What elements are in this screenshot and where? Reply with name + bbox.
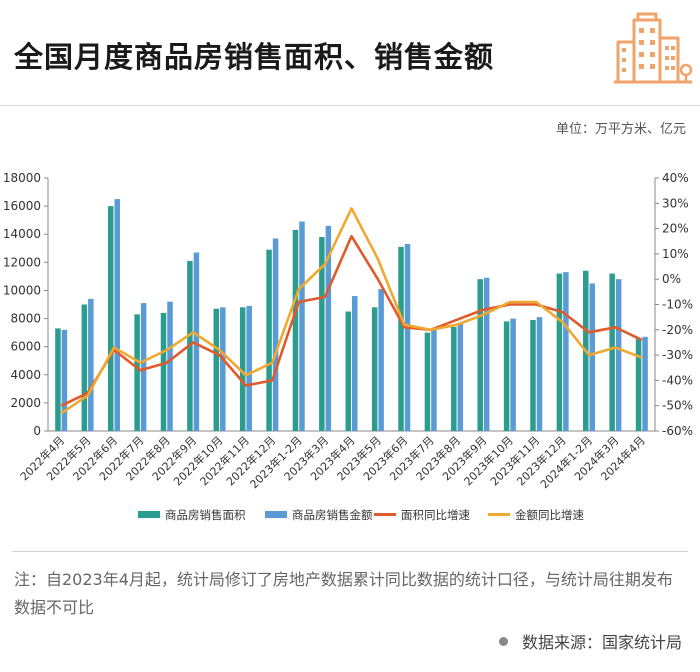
amount-bar: [536, 317, 543, 431]
area-bar: [609, 273, 615, 431]
area-bar: [81, 304, 88, 431]
legend-label: 商品房销售面积: [165, 508, 246, 522]
amount-bar: [642, 336, 648, 431]
source-line: 数据来源：国家统计局: [498, 629, 682, 653]
area-bar: [371, 307, 378, 431]
right-tick-label: 40%: [662, 171, 689, 185]
right-tick-label: -60%: [662, 424, 693, 438]
area-bar: [635, 338, 642, 431]
left-tick-label: 2000: [10, 396, 41, 410]
legend-label: 商品房销售金额: [292, 508, 373, 522]
amount-bar: [404, 244, 411, 431]
amount-bar: [220, 307, 226, 431]
left-tick-label: 8000: [10, 312, 41, 326]
area-bar: [134, 314, 140, 431]
bullet-icon: [498, 636, 508, 646]
left-tick-label: 12000: [3, 255, 41, 269]
amount-bar: [431, 329, 437, 431]
amount-bar: [589, 283, 596, 431]
buildings-icon: [614, 12, 693, 84]
area-bar: [292, 230, 299, 431]
area-bar: [451, 326, 457, 431]
area-bar: [319, 237, 325, 431]
amount-bar: [615, 279, 622, 431]
legend-label: 面积同比增速: [401, 508, 470, 522]
area-bar: [160, 312, 167, 431]
area-bar: [55, 328, 61, 431]
left-tick-label: 0: [33, 424, 41, 438]
amount-bar: [483, 277, 490, 431]
legend-swatch: [138, 511, 160, 518]
legend-swatch: [265, 511, 287, 518]
right-tick-label: -10%: [662, 298, 693, 312]
sales-chart: 0 2000 4000 6000 8000 10000 12000 14000 16000 180…: [3, 171, 693, 522]
amount-bar: [272, 238, 279, 431]
footnote: 注：自2023年4月起，统计局修订了房地产数据累计同比数据的统计口径，与统计局往…: [14, 570, 673, 617]
area-bar: [530, 319, 536, 431]
amount-bar: [325, 225, 332, 431]
right-tick-label: 10%: [662, 247, 689, 261]
area-bar: [345, 311, 351, 431]
amount-bar: [246, 305, 252, 431]
right-tick-label: -30%: [662, 348, 693, 362]
area-bar: [107, 206, 114, 431]
amount-bar: [61, 329, 68, 431]
area-bar: [424, 332, 431, 431]
amount-bar: [563, 272, 569, 431]
right-tick-label: -50%: [662, 399, 693, 413]
left-tick-label: 14000: [3, 227, 41, 241]
amount-bar: [510, 318, 516, 431]
left-tick-label: 16000: [3, 199, 41, 213]
amount-bar: [352, 296, 358, 431]
header-divider: [0, 105, 700, 106]
amount-bar: [378, 289, 384, 431]
area-bar: [398, 246, 404, 431]
amount-bar: [167, 301, 173, 431]
left-tick-label: 4000: [10, 368, 41, 382]
legend-label: 金额同比增速: [515, 508, 584, 522]
area-bar: [213, 308, 220, 431]
left-tick-label: 18000: [3, 171, 41, 185]
left-tick-label: 10000: [3, 283, 41, 297]
amount-bar: [457, 322, 464, 431]
right-tick-label: 30%: [662, 196, 689, 210]
amount-bar: [88, 298, 94, 431]
area-bar: [266, 249, 272, 431]
area-bar: [477, 279, 483, 431]
right-tick-label: 0%: [662, 272, 681, 286]
unit-label: 单位：万平方米、亿元: [555, 122, 686, 137]
left-tick-label: 6000: [10, 340, 41, 354]
area-bar: [239, 307, 246, 431]
amount-bar: [114, 199, 120, 431]
right-tick-label: -40%: [662, 373, 693, 387]
amount-yoy-line: [60, 207, 643, 415]
area-yoy-line: [60, 234, 643, 407]
area-bar: [503, 321, 510, 431]
area-bar: [556, 273, 563, 431]
page-title: 全国月度商品房销售面积、销售金额: [14, 40, 495, 74]
right-tick-label: -20%: [662, 323, 693, 337]
amount-bar: [299, 221, 305, 431]
source-text: 数据来源：国家统计局: [521, 633, 682, 652]
amount-bar: [193, 252, 200, 431]
right-tick-label: 20%: [662, 222, 689, 236]
amount-bar: [140, 303, 147, 431]
footer-divider: [12, 551, 688, 552]
